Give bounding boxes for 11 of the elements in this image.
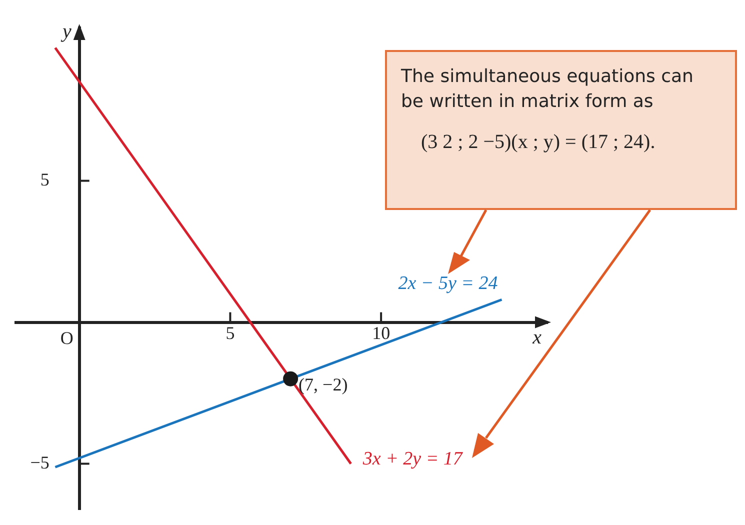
callout-box: The simultaneous equations can be written in matrix form as (3 2 ; 2 −5)(x ; y) = (17 ; 24). — [385, 50, 737, 210]
x-axis-title: x — [532, 326, 542, 349]
annotation: The simultaneous equations can be written in matrix form as — [401, 65, 694, 114]
x-tick-label: 10 — [372, 322, 390, 343]
annotation: (7, −2) — [298, 374, 348, 395]
y-axis-title: y — [60, 20, 72, 42]
series-label: 3x + 2y = 17 — [362, 448, 464, 470]
annotation: O — [60, 328, 74, 348]
y-tick-label: −5 — [30, 452, 50, 472]
annotation: (3 2 ; 2 −5)(x ; y) = (17 ; 24). — [421, 130, 656, 156]
series-label: 2x − 5y = 24 — [398, 273, 498, 294]
